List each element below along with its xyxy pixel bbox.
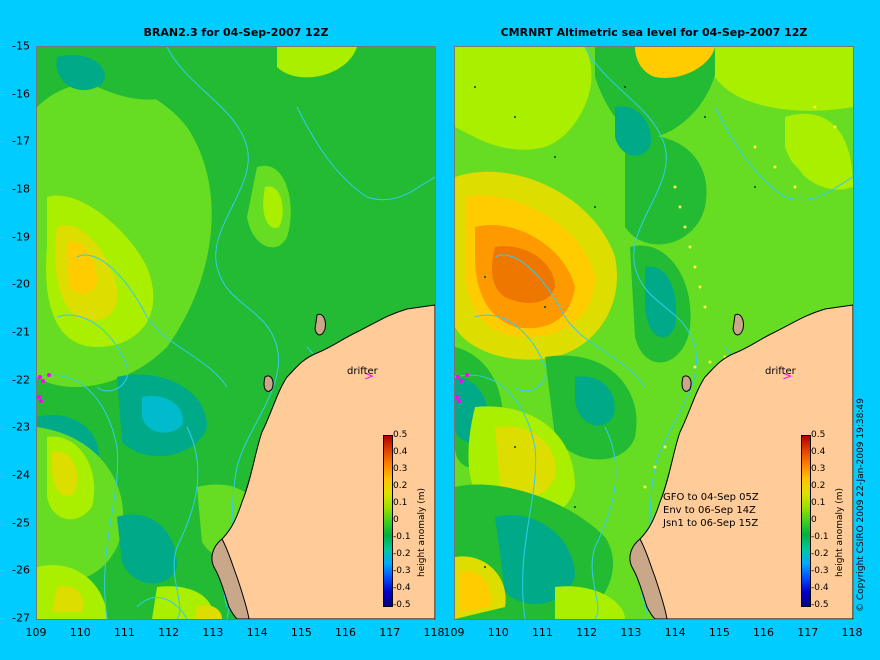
left-map-svg: > (37, 47, 435, 619)
left-drifter-label: drifter (347, 366, 378, 377)
colorbar-tick-label: -0.5 (811, 600, 829, 610)
left-x-tick-label: 109 (25, 626, 47, 639)
left-x-tick-label: 113 (202, 626, 224, 639)
right-colorbar (801, 435, 811, 607)
colorbar-tick-label: 0.2 (811, 481, 826, 491)
colorbar-tick-label: 0.3 (811, 464, 826, 474)
y-tick-label: -24 (12, 468, 30, 482)
colorbar-tick-label: 0 (811, 515, 817, 525)
y-tick-label: -18 (12, 182, 30, 196)
right-x-tick-label: 111 (531, 626, 553, 639)
copyright-text: © Copyright CSIRO 2009 22-Jan-2009 19:38… (856, 398, 866, 612)
y-tick-label: -22 (12, 373, 30, 387)
left-x-tick-label: 110 (69, 626, 91, 639)
right-map-panel: > drifter GFO to 04-Sep 05Z Env to 06-Se… (454, 46, 854, 620)
y-tick-label: -27 (12, 611, 30, 625)
y-tick-label: -16 (12, 87, 30, 101)
right-x-tick-label: 113 (620, 626, 642, 639)
y-tick-label: -19 (12, 230, 30, 244)
colorbar-tick-label: -0.1 (393, 532, 411, 542)
y-tick-label: -23 (12, 420, 30, 434)
left-map-panel: > drifter 0.5 0.4 0.3 0.2 0.1 0 -0.1 -0.2 -0.3 -0… (36, 46, 436, 620)
right-x-tick-label: 112 (576, 626, 598, 639)
left-colorbar (383, 435, 393, 607)
right-colorbar-title: height anomaly (m) (835, 487, 845, 577)
right-map-svg: > (455, 47, 853, 619)
y-tick-label: -20 (12, 277, 30, 291)
colorbar-tick-label: 0.5 (811, 430, 826, 440)
left-x-tick-label: 117 (379, 626, 401, 639)
y-tick-label: -21 (12, 325, 30, 339)
colorbar-tick-label: -0.1 (811, 532, 829, 542)
colorbar-tick-label: 0.5 (393, 430, 408, 440)
colorbar-tick-label: 0.2 (393, 481, 408, 491)
colorbar-tick-label: -0.2 (393, 549, 411, 559)
y-tick-label: -26 (12, 563, 30, 577)
colorbar-tick-label: -0.4 (811, 583, 829, 593)
right-map-title: CMRNRT Altimetric sea level for 04-Sep-2… (500, 26, 808, 39)
satellite-legend-env: Env to 06-Sep 14Z (663, 505, 756, 516)
satellite-legend-gfo: GFO to 04-Sep 05Z (663, 492, 759, 503)
satellite-legend: GFO to 04-Sep 05Z Env to 06-Sep 14Z Jsn1… (663, 491, 759, 530)
drifter-arrow-icon: > (782, 369, 792, 383)
colorbar-tick-label: 0.1 (811, 498, 826, 508)
y-tick-label: -17 (12, 134, 30, 148)
left-x-tick-label: 118 (423, 626, 445, 639)
left-x-tick-label: 112 (158, 626, 180, 639)
colorbar-tick-label: -0.5 (393, 600, 411, 610)
colorbar-tick-label: -0.4 (393, 583, 411, 593)
right-drifter-label: drifter (765, 366, 796, 377)
left-x-tick-label: 111 (113, 626, 135, 639)
y-tick-label: -15 (12, 39, 30, 53)
colorbar-tick-label: -0.3 (393, 566, 411, 576)
left-map-title: BRAN2.3 for 04-Sep-2007 12Z (143, 26, 329, 39)
colorbar-tick-label: 0 (393, 515, 399, 525)
y-tick-label: -25 (12, 516, 30, 530)
right-x-tick-label: 115 (708, 626, 730, 639)
colorbar-tick-label: -0.2 (811, 549, 829, 559)
left-x-tick-label: 115 (290, 626, 312, 639)
right-x-tick-label: 114 (664, 626, 686, 639)
right-x-tick-label: 109 (443, 626, 465, 639)
colorbar-tick-label: -0.3 (811, 566, 829, 576)
satellite-legend-jsn1: Jsn1 to 06-Sep 15Z (663, 518, 759, 529)
colorbar-tick-label: 0.3 (393, 464, 408, 474)
right-x-tick-label: 110 (487, 626, 509, 639)
colorbar-tick-label: 0.4 (393, 447, 408, 457)
drifter-arrow-icon: > (364, 369, 374, 383)
left-colorbar-title: height anomaly (m) (417, 487, 427, 577)
left-x-tick-label: 116 (335, 626, 357, 639)
left-x-tick-label: 114 (246, 626, 268, 639)
colorbar-tick-label: 0.4 (811, 447, 826, 457)
right-x-tick-label: 117 (797, 626, 819, 639)
right-x-tick-label: 116 (753, 626, 775, 639)
colorbar-tick-label: 0.1 (393, 498, 408, 508)
right-x-tick-label: 118 (841, 626, 863, 639)
